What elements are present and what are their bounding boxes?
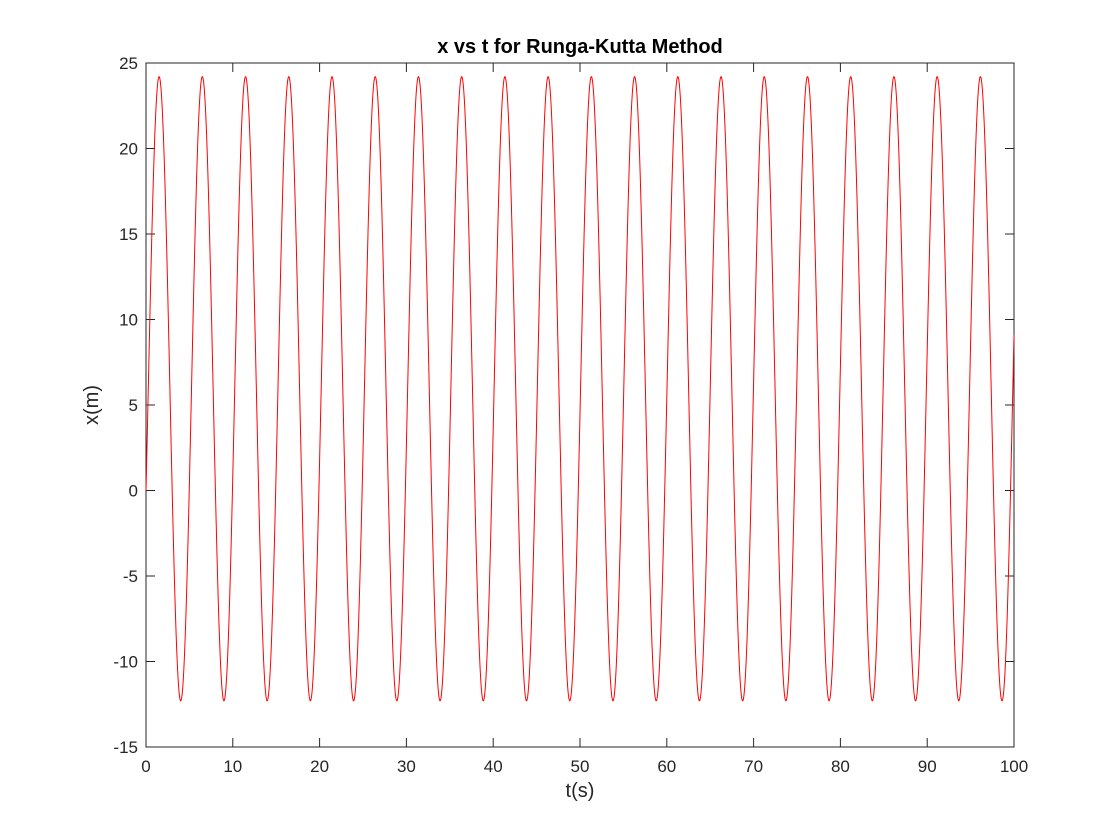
y-tick-label: 10: [119, 311, 138, 330]
x-tick-marks: [145, 63, 1015, 747]
chart-title: x vs t for Runga-Kutta Method: [437, 36, 723, 58]
x-tick-label: 30: [397, 757, 416, 776]
series-line: [145, 76, 1015, 702]
y-tick-label: -15: [113, 738, 138, 757]
y-tick-label: 0: [129, 482, 138, 501]
y-tick-label: 20: [119, 140, 138, 159]
x-tick-label: 100: [1000, 757, 1028, 776]
x-axis-label: t(s): [566, 780, 595, 802]
x-tick-label: 70: [744, 757, 763, 776]
x-tick-label: 60: [657, 757, 676, 776]
x-tick-label: 10: [223, 757, 242, 776]
x-tick-label: 90: [918, 757, 937, 776]
y-tick-label: 5: [129, 396, 138, 415]
x-tick-label: 50: [571, 757, 590, 776]
y-axis-label: x(m): [81, 385, 103, 425]
y-tick-labels: -15 -10 -5 0 5 10 15 20 25: [113, 54, 138, 757]
x-tick-label: 40: [484, 757, 503, 776]
y-tick-label: -5: [123, 567, 138, 586]
y-tick-label: 25: [119, 54, 138, 73]
x-tick-label: 20: [310, 757, 329, 776]
x-tick-label: 80: [831, 757, 850, 776]
x-tick-labels: 0 10 20 30 40 50 60 70 80 90 100: [141, 757, 1028, 776]
y-tick-label: -10: [113, 653, 138, 672]
y-tick-label: 15: [119, 225, 138, 244]
x-tick-label: 0: [141, 757, 150, 776]
